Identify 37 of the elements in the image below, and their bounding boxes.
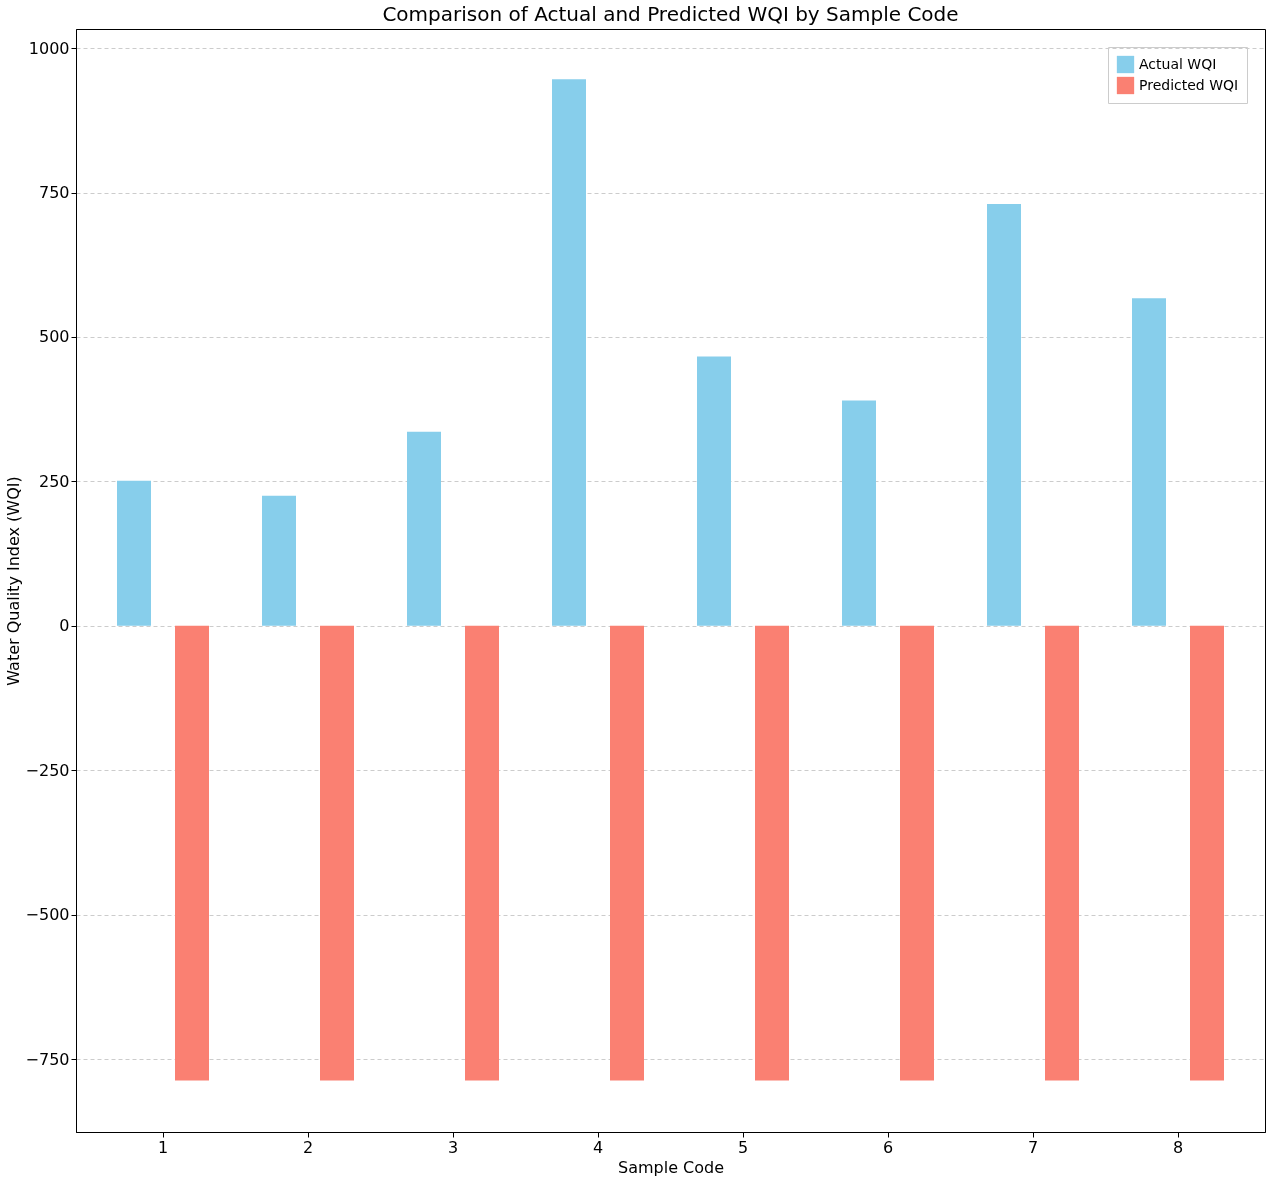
legend-label: Actual WQI [1139, 55, 1217, 72]
chart-title: Comparison of Actual and Predicted WQI by Sample Code [382, 2, 959, 26]
x-axis-title: Sample Code [617, 1157, 725, 1177]
y-tick-label: −500 [25, 905, 70, 925]
x-tick-label: 1 [157, 1137, 169, 1157]
y-tick-label: 250 [38, 471, 70, 491]
bar [262, 495, 296, 626]
bar [1190, 625, 1224, 1081]
y-tick-label: 0 [59, 616, 70, 636]
y-axis-title: Water Quality Index (WQI) [3, 476, 23, 686]
bar [175, 625, 209, 1081]
bar [842, 400, 876, 626]
x-tick-label: 5 [737, 1137, 749, 1157]
y-tick-label: −250 [25, 760, 70, 780]
x-tick-label: 6 [882, 1137, 894, 1157]
bar [552, 79, 586, 626]
bar [755, 625, 789, 1081]
bar [465, 625, 499, 1081]
bar [610, 625, 644, 1081]
bar [117, 480, 151, 626]
legend-label: Predicted WQI [1139, 76, 1239, 93]
y-tick-label: 750 [38, 183, 70, 203]
bar [1132, 298, 1166, 626]
x-tick-label: 8 [1172, 1137, 1184, 1157]
x-tick-label: 4 [592, 1137, 604, 1157]
x-tick-label: 3 [447, 1137, 459, 1157]
y-tick-label: −750 [25, 1049, 70, 1069]
bar [407, 431, 441, 626]
bar [1045, 625, 1079, 1081]
y-tick-label: 500 [38, 327, 70, 347]
x-tick-label: 7 [1027, 1137, 1039, 1157]
bar [697, 356, 731, 626]
y-tick-label: 1000 [28, 38, 70, 58]
x-tick-label: 2 [302, 1137, 314, 1157]
bar [320, 625, 354, 1081]
bar [900, 625, 934, 1081]
bar [987, 204, 1021, 626]
